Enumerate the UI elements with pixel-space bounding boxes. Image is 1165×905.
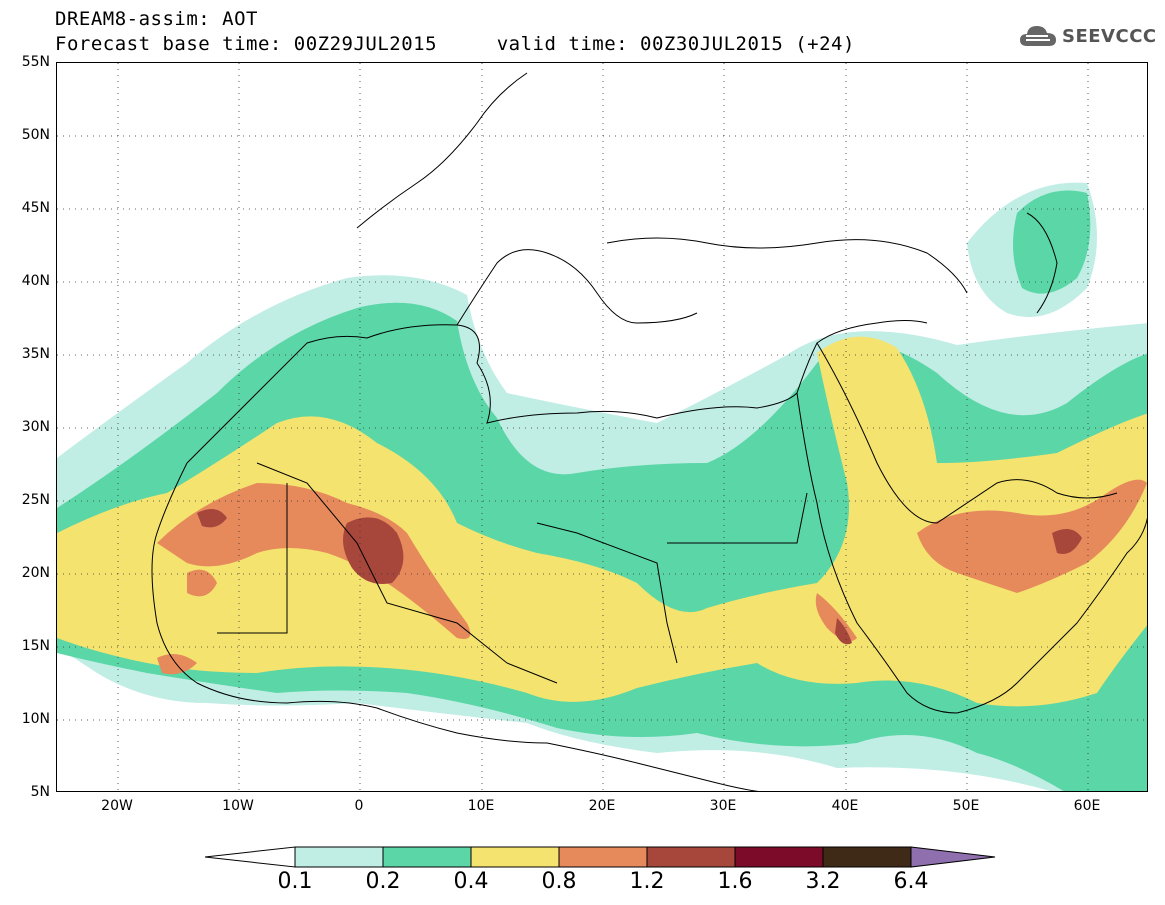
colorbar-bin-6	[734, 846, 824, 868]
lon-label-10w: 10W	[222, 798, 254, 814]
chart-title: DREAM8-assim: AOT	[55, 8, 258, 30]
colorbar-label: 0.4	[453, 869, 489, 894]
seevccc-logo: SEEVCCC	[1018, 22, 1157, 50]
colorbar-label: 1.6	[717, 869, 753, 894]
colorbar-bin-3	[470, 846, 560, 868]
colorbar-bin-4	[558, 846, 648, 868]
colorbar-label: 0.8	[541, 869, 577, 894]
lon-label-40e: 40E	[831, 798, 859, 814]
colorbar-bin-5	[646, 846, 736, 868]
cloud-icon	[1020, 26, 1056, 46]
lon-label-50e: 50E	[952, 798, 980, 814]
lat-label-10n: 10N	[21, 711, 50, 727]
aot-map	[57, 63, 1147, 791]
aot-band-0.4-0.8	[57, 336, 1147, 707]
colorbar-label: 1.2	[629, 869, 665, 894]
lon-label-30e: 30E	[709, 798, 737, 814]
lat-label-30n: 30N	[21, 419, 50, 435]
colorbar-high-arrow	[910, 846, 996, 868]
lon-label-20e: 20E	[588, 798, 616, 814]
colorbar	[205, 846, 996, 868]
colorbar-label: 0.2	[365, 869, 401, 894]
colorbar-label: 0.1	[277, 869, 313, 894]
colorbar-low-arrow	[205, 846, 296, 868]
lat-label-25n: 25N	[21, 492, 50, 508]
lat-label-5n: 5N	[30, 784, 50, 800]
aot-band-1.2-1.6	[197, 509, 1082, 645]
lat-label-55n: 55N	[21, 54, 50, 70]
lat-label-45n: 45N	[21, 200, 50, 216]
lat-label-20n: 20N	[21, 565, 50, 581]
colorbar-bin-1	[294, 846, 384, 868]
lat-label-35n: 35N	[21, 346, 50, 362]
colorbar-bin-7	[822, 846, 912, 868]
forecast-time-line: Forecast base time: 00Z29JUL2015 valid t…	[55, 33, 855, 55]
lat-label-15n: 15N	[21, 638, 50, 654]
coastlines	[151, 72, 1147, 791]
logo-text: SEEVCCC	[1062, 25, 1157, 47]
lon-label-60e: 60E	[1073, 798, 1101, 814]
colorbar-label: 6.4	[893, 869, 929, 894]
aot-band-0.8-1.2	[157, 479, 1147, 675]
lon-label-20w: 20W	[101, 798, 133, 814]
graticule	[57, 63, 1147, 791]
lat-label-40n: 40N	[21, 273, 50, 289]
colorbar-bin-2	[382, 846, 472, 868]
lon-label-0: 0	[354, 798, 364, 814]
map-panel	[56, 62, 1148, 792]
lat-label-50n: 50N	[21, 127, 50, 143]
colorbar-label: 3.2	[805, 869, 841, 894]
lon-label-10e: 10E	[467, 798, 495, 814]
